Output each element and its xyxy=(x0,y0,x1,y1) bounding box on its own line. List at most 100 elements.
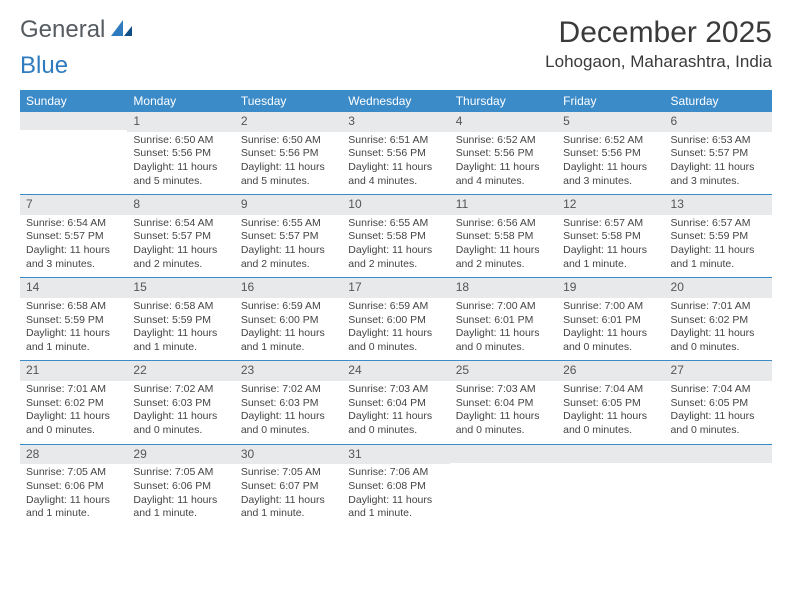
calendar-body: 1Sunrise: 6:50 AMSunset: 5:56 PMDaylight… xyxy=(20,112,772,527)
sunset-line: Sunset: 5:59 PM xyxy=(26,314,121,328)
day-number: 11 xyxy=(450,195,557,215)
sunset-line: Sunset: 5:59 PM xyxy=(671,230,766,244)
sunrise-line: Sunrise: 7:05 AM xyxy=(26,466,121,480)
sunset-line: Sunset: 5:58 PM xyxy=(456,230,551,244)
day-cell: 4Sunrise: 6:52 AMSunset: 5:56 PMDaylight… xyxy=(450,112,557,195)
sunrise-line: Sunrise: 6:54 AM xyxy=(26,217,121,231)
daylight-line: Daylight: 11 hours and 0 minutes. xyxy=(671,327,766,354)
sunset-line: Sunset: 6:01 PM xyxy=(563,314,658,328)
day-body: Sunrise: 6:56 AMSunset: 5:58 PMDaylight:… xyxy=(450,215,557,278)
day-number: 15 xyxy=(127,278,234,298)
daylight-line: Daylight: 11 hours and 2 minutes. xyxy=(348,244,443,271)
day-number: 24 xyxy=(342,361,449,381)
sunset-line: Sunset: 6:03 PM xyxy=(133,397,228,411)
sunset-line: Sunset: 5:56 PM xyxy=(563,147,658,161)
sunset-line: Sunset: 5:56 PM xyxy=(456,147,551,161)
day-number: 17 xyxy=(342,278,449,298)
day-cell: 25Sunrise: 7:03 AMSunset: 6:04 PMDayligh… xyxy=(450,361,557,444)
daylight-line: Daylight: 11 hours and 1 minute. xyxy=(133,327,228,354)
daylight-line: Daylight: 11 hours and 0 minutes. xyxy=(563,410,658,437)
calendar-head: SundayMondayTuesdayWednesdayThursdayFrid… xyxy=(20,90,772,112)
sunset-line: Sunset: 5:57 PM xyxy=(241,230,336,244)
sunset-line: Sunset: 6:06 PM xyxy=(26,480,121,494)
day-number: 12 xyxy=(557,195,664,215)
day-cell: 5Sunrise: 6:52 AMSunset: 5:56 PMDaylight… xyxy=(557,112,664,195)
title-block: December 2025 Lohogaon, Maharashtra, Ind… xyxy=(545,16,772,72)
sail-icon xyxy=(109,18,135,43)
sunset-line: Sunset: 6:00 PM xyxy=(241,314,336,328)
day-number: 19 xyxy=(557,278,664,298)
week-row: 7Sunrise: 6:54 AMSunset: 5:57 PMDaylight… xyxy=(20,195,772,278)
day-number: 22 xyxy=(127,361,234,381)
daylight-line: Daylight: 11 hours and 0 minutes. xyxy=(26,410,121,437)
sunset-line: Sunset: 6:08 PM xyxy=(348,480,443,494)
day-number: 30 xyxy=(235,445,342,465)
daylight-line: Daylight: 11 hours and 1 minute. xyxy=(241,327,336,354)
day-cell xyxy=(450,445,557,527)
sunrise-line: Sunrise: 7:03 AM xyxy=(348,383,443,397)
daylight-line: Daylight: 11 hours and 1 minute. xyxy=(241,494,336,521)
day-number: 13 xyxy=(665,195,772,215)
day-cell: 20Sunrise: 7:01 AMSunset: 6:02 PMDayligh… xyxy=(665,278,772,361)
sunset-line: Sunset: 6:04 PM xyxy=(456,397,551,411)
day-header: Monday xyxy=(127,90,234,112)
day-body: Sunrise: 7:01 AMSunset: 6:02 PMDaylight:… xyxy=(665,298,772,361)
day-body: Sunrise: 7:02 AMSunset: 6:03 PMDaylight:… xyxy=(127,381,234,444)
daylight-line: Daylight: 11 hours and 2 minutes. xyxy=(133,244,228,271)
sunrise-line: Sunrise: 7:01 AM xyxy=(671,300,766,314)
calendar-table: SundayMondayTuesdayWednesdayThursdayFrid… xyxy=(20,90,772,527)
sunrise-line: Sunrise: 6:56 AM xyxy=(456,217,551,231)
day-cell: 2Sunrise: 6:50 AMSunset: 5:56 PMDaylight… xyxy=(235,112,342,195)
day-body: Sunrise: 6:50 AMSunset: 5:56 PMDaylight:… xyxy=(235,132,342,195)
day-body: Sunrise: 6:55 AMSunset: 5:58 PMDaylight:… xyxy=(342,215,449,278)
sunset-line: Sunset: 5:57 PM xyxy=(26,230,121,244)
sunset-line: Sunset: 6:07 PM xyxy=(241,480,336,494)
sunset-line: Sunset: 5:58 PM xyxy=(563,230,658,244)
day-cell: 27Sunrise: 7:04 AMSunset: 6:05 PMDayligh… xyxy=(665,361,772,444)
daylight-line: Daylight: 11 hours and 1 minute. xyxy=(563,244,658,271)
sunrise-line: Sunrise: 7:06 AM xyxy=(348,466,443,480)
sunrise-line: Sunrise: 6:59 AM xyxy=(348,300,443,314)
day-body: Sunrise: 6:53 AMSunset: 5:57 PMDaylight:… xyxy=(665,132,772,195)
day-cell: 14Sunrise: 6:58 AMSunset: 5:59 PMDayligh… xyxy=(20,278,127,361)
daylight-line: Daylight: 11 hours and 1 minute. xyxy=(671,244,766,271)
day-header: Saturday xyxy=(665,90,772,112)
sunset-line: Sunset: 6:01 PM xyxy=(456,314,551,328)
daylight-line: Daylight: 11 hours and 1 minute. xyxy=(348,494,443,521)
sunrise-line: Sunrise: 7:04 AM xyxy=(671,383,766,397)
day-cell: 23Sunrise: 7:02 AMSunset: 6:03 PMDayligh… xyxy=(235,361,342,444)
day-cell: 18Sunrise: 7:00 AMSunset: 6:01 PMDayligh… xyxy=(450,278,557,361)
day-header: Sunday xyxy=(20,90,127,112)
sunrise-line: Sunrise: 6:51 AM xyxy=(348,134,443,148)
daylight-line: Daylight: 11 hours and 0 minutes. xyxy=(456,410,551,437)
sunset-line: Sunset: 5:57 PM xyxy=(133,230,228,244)
day-body: Sunrise: 7:04 AMSunset: 6:05 PMDaylight:… xyxy=(665,381,772,444)
day-body: Sunrise: 7:04 AMSunset: 6:05 PMDaylight:… xyxy=(557,381,664,444)
sunset-line: Sunset: 6:02 PM xyxy=(671,314,766,328)
day-cell: 10Sunrise: 6:55 AMSunset: 5:58 PMDayligh… xyxy=(342,195,449,278)
logo-text-2: Blue xyxy=(20,52,68,80)
sunset-line: Sunset: 6:06 PM xyxy=(133,480,228,494)
sunset-line: Sunset: 5:57 PM xyxy=(671,147,766,161)
day-number: 27 xyxy=(665,361,772,381)
sunrise-line: Sunrise: 6:57 AM xyxy=(563,217,658,231)
sunset-line: Sunset: 6:05 PM xyxy=(563,397,658,411)
calendar-page: General December 2025 Lohogaon, Maharash… xyxy=(0,0,792,612)
day-number: 25 xyxy=(450,361,557,381)
day-header: Wednesday xyxy=(342,90,449,112)
sunset-line: Sunset: 5:56 PM xyxy=(348,147,443,161)
daylight-line: Daylight: 11 hours and 4 minutes. xyxy=(348,161,443,188)
sunrise-line: Sunrise: 7:05 AM xyxy=(241,466,336,480)
day-body: Sunrise: 6:57 AMSunset: 5:59 PMDaylight:… xyxy=(665,215,772,278)
day-body: Sunrise: 6:52 AMSunset: 5:56 PMDaylight:… xyxy=(450,132,557,195)
sunrise-line: Sunrise: 7:00 AM xyxy=(456,300,551,314)
daylight-line: Daylight: 11 hours and 3 minutes. xyxy=(563,161,658,188)
day-body: Sunrise: 7:05 AMSunset: 6:06 PMDaylight:… xyxy=(127,464,234,527)
sunrise-line: Sunrise: 6:50 AM xyxy=(241,134,336,148)
daylight-line: Daylight: 11 hours and 1 minute. xyxy=(26,327,121,354)
daylight-line: Daylight: 11 hours and 0 minutes. xyxy=(241,410,336,437)
day-number: 6 xyxy=(665,112,772,132)
daylight-line: Daylight: 11 hours and 5 minutes. xyxy=(241,161,336,188)
day-number: 2 xyxy=(235,112,342,132)
daylight-line: Daylight: 11 hours and 0 minutes. xyxy=(563,327,658,354)
